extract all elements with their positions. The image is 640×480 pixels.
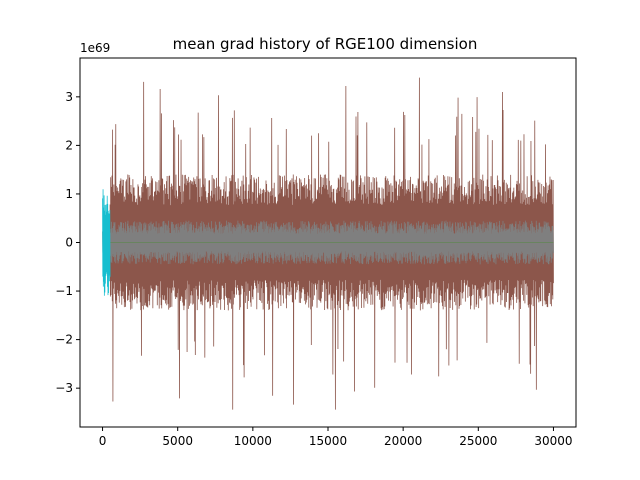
y-tick-label: 2 bbox=[65, 138, 73, 152]
x-axis: 0 5000 10000 15000 20000 25000 30000 bbox=[99, 427, 573, 448]
x-tick-label: 5000 bbox=[162, 434, 193, 448]
x-tick-label: 15000 bbox=[309, 434, 347, 448]
x-tick-label: 20000 bbox=[384, 434, 422, 448]
y-tick-label: 3 bbox=[65, 90, 73, 104]
plot-area bbox=[102, 77, 554, 410]
x-tick-label: 30000 bbox=[534, 434, 572, 448]
x-tick-label: 0 bbox=[99, 434, 107, 448]
y-tick-label: 0 bbox=[65, 236, 73, 250]
y-tick-label: 1 bbox=[65, 187, 73, 201]
y-tick-label: −3 bbox=[55, 381, 73, 395]
x-tick-label: 25000 bbox=[459, 434, 497, 448]
y-tick-label: −2 bbox=[55, 333, 73, 347]
x-tick-label: 10000 bbox=[234, 434, 272, 448]
series-line-initial-burst bbox=[102, 189, 111, 296]
y-axis: −3 −2 −1 0 1 2 3 bbox=[55, 90, 80, 395]
chart-title: mean grad history of RGE100 dimension bbox=[173, 35, 478, 53]
y-tick-label: −1 bbox=[55, 284, 73, 298]
y-offset-label: 1e69 bbox=[80, 41, 110, 55]
